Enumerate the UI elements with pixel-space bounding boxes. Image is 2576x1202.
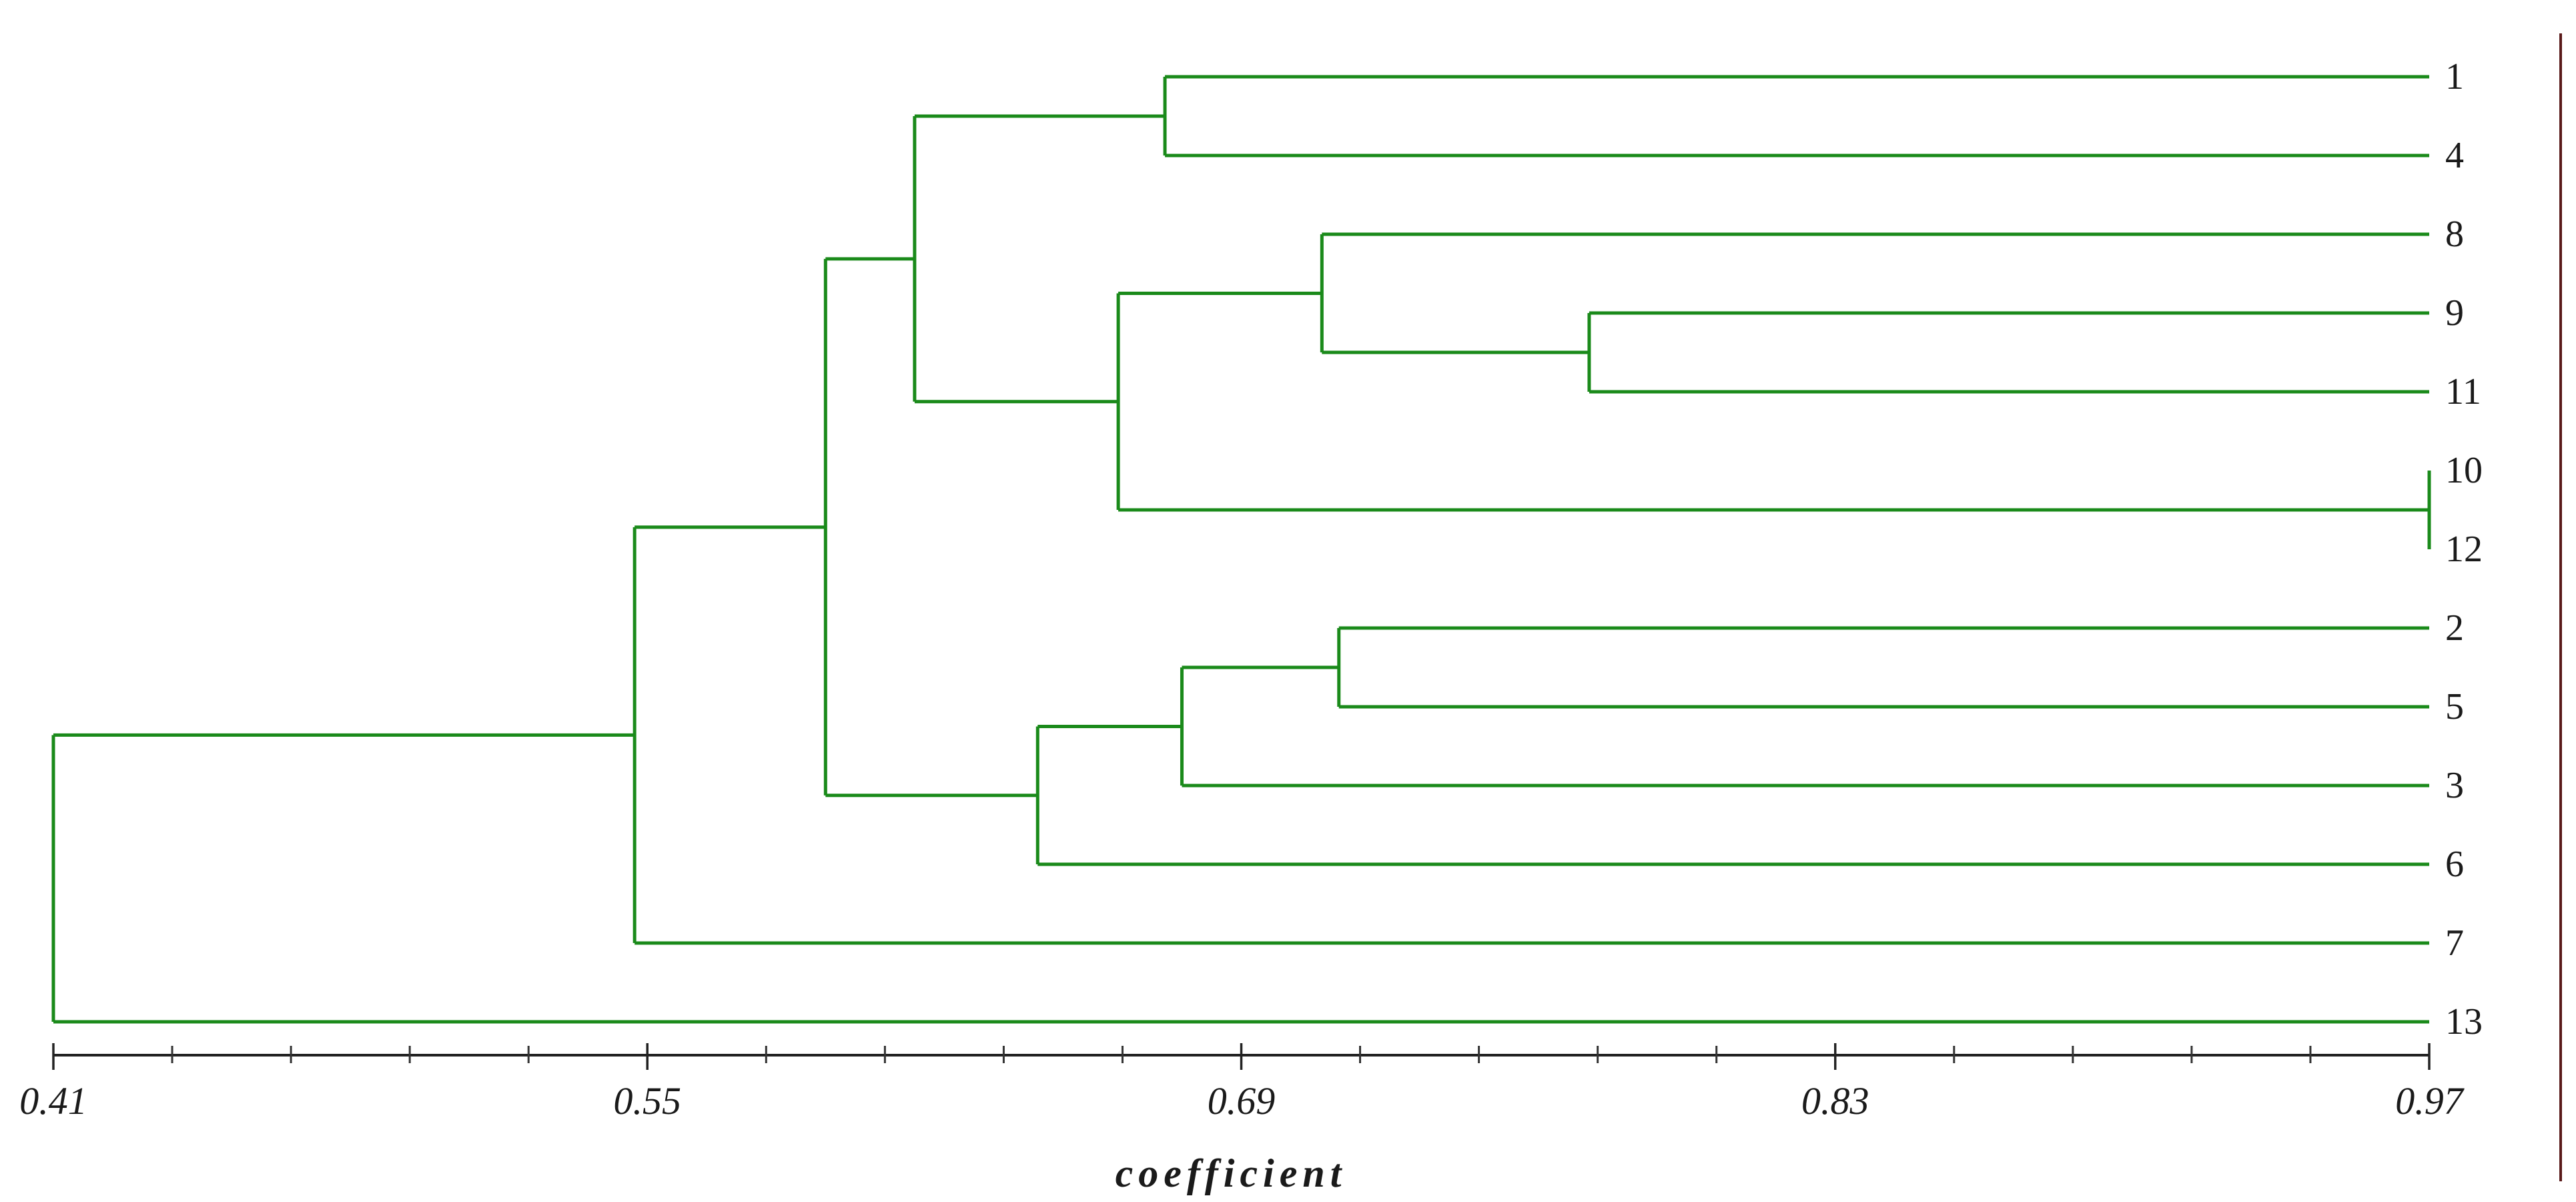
dendrogram-branches (51, 75, 2431, 1024)
tick-label: 0.55 (614, 1079, 682, 1123)
leaf-label-2: 2 (2445, 607, 2464, 649)
leaf-label-10: 10 (2445, 450, 2483, 491)
leaf-label-6: 6 (2445, 844, 2464, 885)
leaf-label-3: 3 (2445, 765, 2464, 806)
x-axis-title: coefficient (1116, 1151, 1347, 1195)
leaf-label-9: 9 (2445, 292, 2464, 334)
leaf-label-13: 13 (2445, 1001, 2483, 1042)
tick-label: 0.97 (2395, 1079, 2465, 1123)
leaf-labels: 1 4 8 9 11 10 12 2 5 3 6 7 13 (2445, 56, 2483, 1042)
x-axis-ticks: 0.41 0.55 0.69 0.83 0.97 (19, 1043, 2465, 1123)
leaf-label-7: 7 (2445, 922, 2464, 964)
leaf-label-8: 8 (2445, 214, 2464, 255)
tick-label: 0.83 (1801, 1079, 1869, 1123)
leaf-label-11: 11 (2445, 371, 2481, 412)
tick-label: 0.41 (19, 1079, 87, 1123)
leaf-label-5: 5 (2445, 686, 2464, 727)
tick-label: 0.69 (1208, 1079, 1276, 1123)
x-axis: 0.41 0.55 0.69 0.83 0.97 (19, 1043, 2465, 1123)
leaf-label-4: 4 (2445, 135, 2464, 176)
leaf-label-12: 12 (2445, 529, 2483, 570)
leaf-label-1: 1 (2445, 56, 2464, 97)
